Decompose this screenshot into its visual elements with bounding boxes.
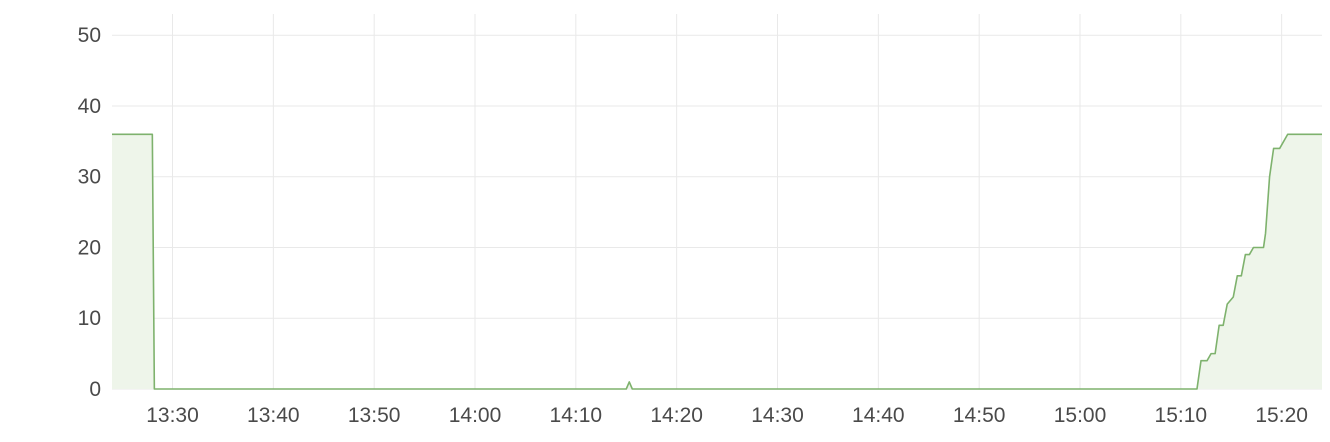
y-tick-label: 0 (89, 378, 101, 401)
x-tick-label: 15:10 (1155, 404, 1208, 427)
x-axis: 13:30 13:40 13:50 14:00 14:10 14:20 14:30 14:40… (146, 404, 1308, 427)
series-area (112, 134, 1322, 389)
series-line (112, 133, 1322, 390)
y-tick-label: 40 (78, 95, 101, 118)
x-tick-label: 14:10 (550, 404, 603, 427)
y-tick-label: 30 (78, 166, 101, 189)
y-tick-label: 20 (78, 236, 101, 259)
x-tick-label: 15:00 (1054, 404, 1107, 427)
series-layer (112, 133, 1322, 390)
x-tick-label: 13:30 (146, 404, 199, 427)
x-tick-label: 14:30 (751, 404, 804, 427)
y-tick-label: 10 (78, 307, 101, 330)
x-tick-label: 13:50 (348, 404, 401, 427)
x-tick-label: 13:40 (247, 404, 300, 427)
grid (112, 14, 1322, 390)
y-axis: 0 10 20 30 40 50 (78, 24, 101, 401)
x-tick-label: 14:40 (852, 404, 905, 427)
x-tick-label: 14:50 (953, 404, 1006, 427)
x-tick-label: 14:20 (650, 404, 703, 427)
y-tick-label: 50 (78, 24, 101, 47)
x-tick-label: 14:00 (449, 404, 502, 427)
x-tick-label: 15:20 (1255, 404, 1308, 427)
